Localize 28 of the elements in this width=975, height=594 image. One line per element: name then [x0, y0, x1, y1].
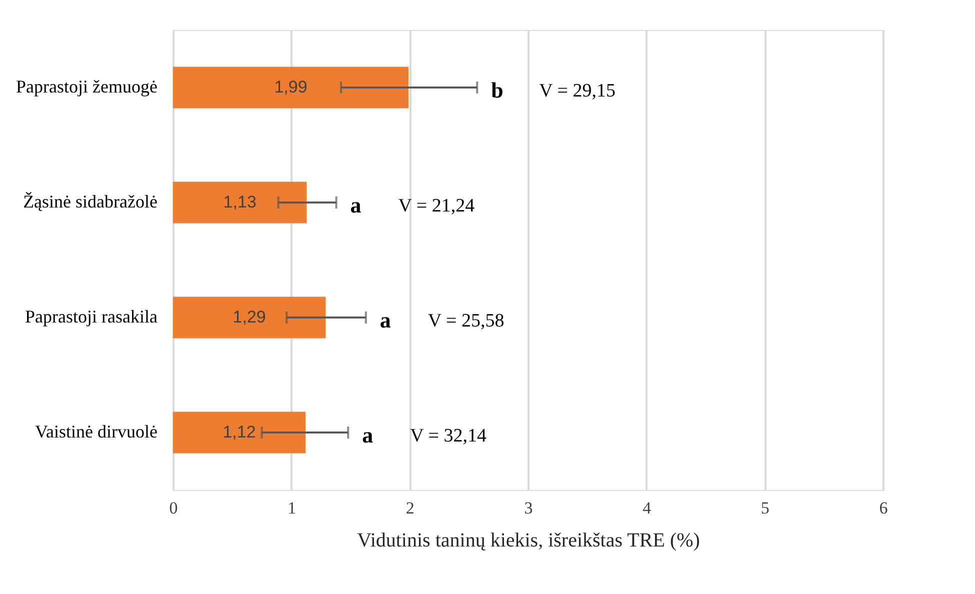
- x-tick-label: 4: [642, 498, 652, 518]
- annotation: a: [362, 422, 374, 448]
- x-tick-label: 6: [879, 498, 888, 518]
- annotation: V = 32,14: [410, 426, 487, 446]
- x-tick-label: 2: [406, 498, 414, 518]
- x-tick-label: 0: [169, 498, 178, 518]
- bar: [173, 412, 306, 454]
- y-tick-label: Paprastoji žemuogė: [16, 76, 158, 96]
- annotation: a: [380, 308, 391, 332]
- annotation: b: [491, 78, 504, 102]
- y-tick-label: Paprastoji rasakila: [25, 306, 158, 326]
- bar: [173, 66, 408, 108]
- annotation: a: [350, 192, 362, 218]
- annotation: V = 21,24: [398, 196, 476, 216]
- data-label: 1,12: [222, 422, 256, 442]
- bar: [173, 182, 307, 224]
- data-label: 1,29: [232, 308, 266, 326]
- annotation: V = 25,58: [428, 310, 504, 332]
- bar: [173, 296, 326, 338]
- x-tick-label: 3: [524, 498, 533, 518]
- y-tick-label: Vaistinė dirvuolė: [35, 422, 158, 442]
- data-label: 1,13: [223, 192, 256, 212]
- x-tick-label: 1: [288, 498, 296, 518]
- y-tick-label: Žąsinė sidabražolė: [23, 192, 158, 212]
- x-tick-label: 5: [760, 498, 770, 518]
- annotation: V = 29,15: [539, 80, 616, 102]
- data-label: 1,99: [274, 78, 308, 96]
- x-axis-title: Vidutinis taninų kiekis, išreikštas TRE (%): [357, 530, 700, 552]
